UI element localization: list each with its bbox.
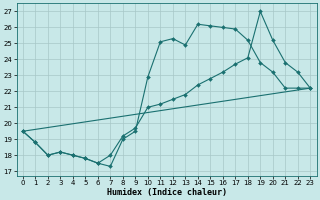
- X-axis label: Humidex (Indice chaleur): Humidex (Indice chaleur): [107, 188, 227, 197]
